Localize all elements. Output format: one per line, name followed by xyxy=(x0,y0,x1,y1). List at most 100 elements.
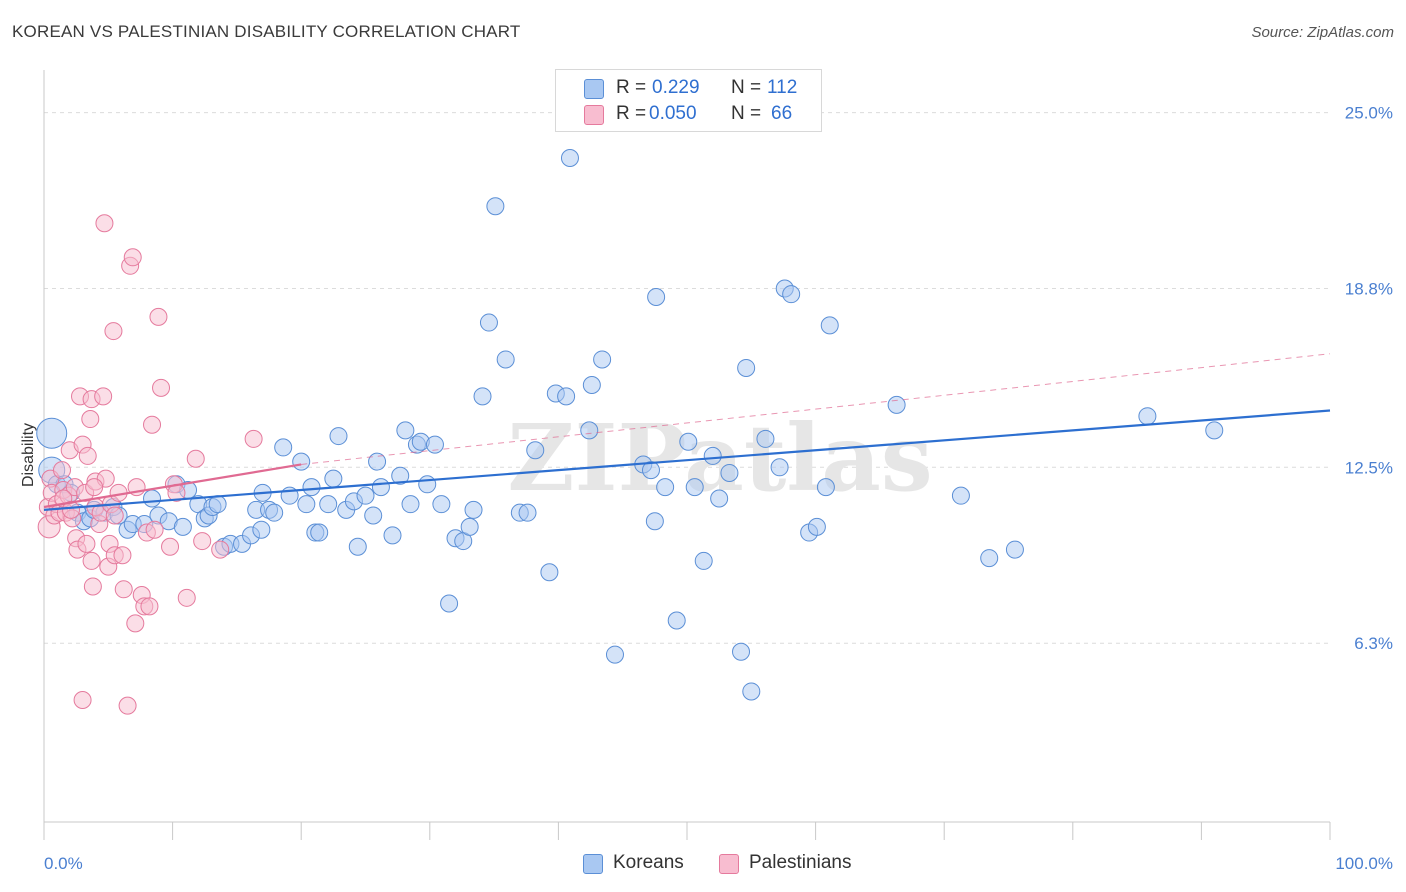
palestinian-point xyxy=(161,537,180,556)
korean-point xyxy=(756,429,775,448)
palestinian-point xyxy=(83,577,102,596)
korean-point xyxy=(383,526,402,545)
palestinian-trend-line xyxy=(43,463,302,509)
koreans-label: Koreans xyxy=(613,852,684,873)
palestinian-point xyxy=(104,322,123,341)
korean-point xyxy=(807,517,826,536)
korean-point xyxy=(737,358,756,377)
trend-lines xyxy=(43,353,1331,511)
source-label: Source: ZipAtlas.com xyxy=(1251,24,1394,41)
korean-point xyxy=(540,563,559,582)
palestinian-point xyxy=(95,214,114,233)
palestinian-point xyxy=(81,410,100,429)
korean-point xyxy=(656,478,675,497)
korean-point xyxy=(319,495,338,514)
palestinians-label: Palestinians xyxy=(749,852,852,873)
palestinian-point xyxy=(193,532,212,551)
korean-point xyxy=(396,421,415,440)
palestinian-point xyxy=(143,415,162,434)
palestinian-point xyxy=(114,580,133,599)
korean-point xyxy=(432,495,451,514)
korean-point xyxy=(486,197,505,216)
palestinian-swatch xyxy=(719,854,739,874)
chart-title: KOREAN VS PALESTINIAN DISABILITY CORRELA… xyxy=(12,22,521,41)
y-tick-label: 25.0% xyxy=(1345,104,1393,123)
korean-point xyxy=(641,461,660,480)
korean-point xyxy=(816,478,835,497)
x-tick-label: 100.0% xyxy=(1335,854,1393,873)
palestinian-point xyxy=(126,614,145,633)
korean-point xyxy=(593,350,612,369)
korean-point xyxy=(703,446,722,465)
korean-point xyxy=(720,463,739,482)
legend-n-label: N = xyxy=(731,77,762,98)
korean-point xyxy=(732,642,751,661)
palestinian-trend-extension xyxy=(301,353,1331,465)
palestinian-point xyxy=(186,449,205,468)
korean-point xyxy=(770,458,789,477)
palestinian-point xyxy=(113,546,132,565)
korean-point xyxy=(887,395,906,414)
korean-point xyxy=(348,537,367,556)
korean-point xyxy=(820,316,839,335)
y-axis-label: Disability xyxy=(20,423,37,487)
korean-points xyxy=(36,148,1224,701)
korean-point xyxy=(496,350,515,369)
korean-point xyxy=(418,475,437,494)
korean-point xyxy=(742,682,761,701)
palestinian-swatch xyxy=(584,105,604,125)
korean-point xyxy=(526,441,545,460)
ticks: 6.3% 12.5% 18.8% 25.0% 0.0% 100.0% xyxy=(44,104,1393,873)
korean-point xyxy=(329,427,348,446)
palestinian-point xyxy=(82,551,101,570)
korean-point xyxy=(518,503,537,522)
axes xyxy=(43,70,1331,840)
korean-point xyxy=(557,387,576,406)
legend-row-koreans: R = 0.229 N = 112 xyxy=(556,75,821,101)
legend-n-value: 112 xyxy=(767,77,798,98)
korean-point xyxy=(324,469,343,488)
korean-point xyxy=(580,421,599,440)
korean-point xyxy=(473,387,492,406)
korean-point xyxy=(274,438,293,457)
palestinian-point xyxy=(85,478,104,497)
korean-point xyxy=(36,417,68,449)
korean-point xyxy=(265,503,284,522)
korean-point xyxy=(356,486,375,505)
korean-trend-line xyxy=(43,409,1331,511)
palestinian-points xyxy=(37,214,263,715)
korean-point xyxy=(647,288,666,307)
legend-n-label: N = xyxy=(731,103,762,124)
korean-point xyxy=(364,506,383,525)
korean-point xyxy=(460,517,479,536)
palestinian-point xyxy=(78,446,97,465)
legend: R = 0.229 N = 112 R = 0.050 N = 66 xyxy=(555,69,822,132)
palestinian-point xyxy=(118,696,137,715)
korean-point xyxy=(560,148,579,167)
palestinian-point xyxy=(53,461,72,480)
korean-point xyxy=(645,512,664,531)
palestinian-point xyxy=(244,429,263,448)
korean-point xyxy=(685,478,704,497)
y-tick-label: 12.5% xyxy=(1345,458,1393,477)
palestinian-point xyxy=(94,387,113,406)
korean-point xyxy=(310,523,329,542)
palestinian-point xyxy=(73,690,92,709)
grid-lines xyxy=(44,112,1330,644)
korean-point xyxy=(980,549,999,568)
korean-point xyxy=(302,478,321,497)
korean-point xyxy=(694,551,713,570)
korean-point xyxy=(951,486,970,505)
korean-point xyxy=(252,520,271,539)
palestinian-point xyxy=(77,534,96,553)
korean-point xyxy=(1205,421,1224,440)
legend-n-value: 66 xyxy=(771,103,793,124)
legend-row-palestinians: R = 0.050 N = 66 xyxy=(556,101,821,127)
korean-point xyxy=(368,452,387,471)
korean-point xyxy=(440,594,459,613)
korean-point xyxy=(782,285,801,304)
korean-point xyxy=(679,432,698,451)
legend-r-label: R = xyxy=(616,103,647,124)
palestinian-point xyxy=(177,588,196,607)
korean-point xyxy=(464,500,483,519)
